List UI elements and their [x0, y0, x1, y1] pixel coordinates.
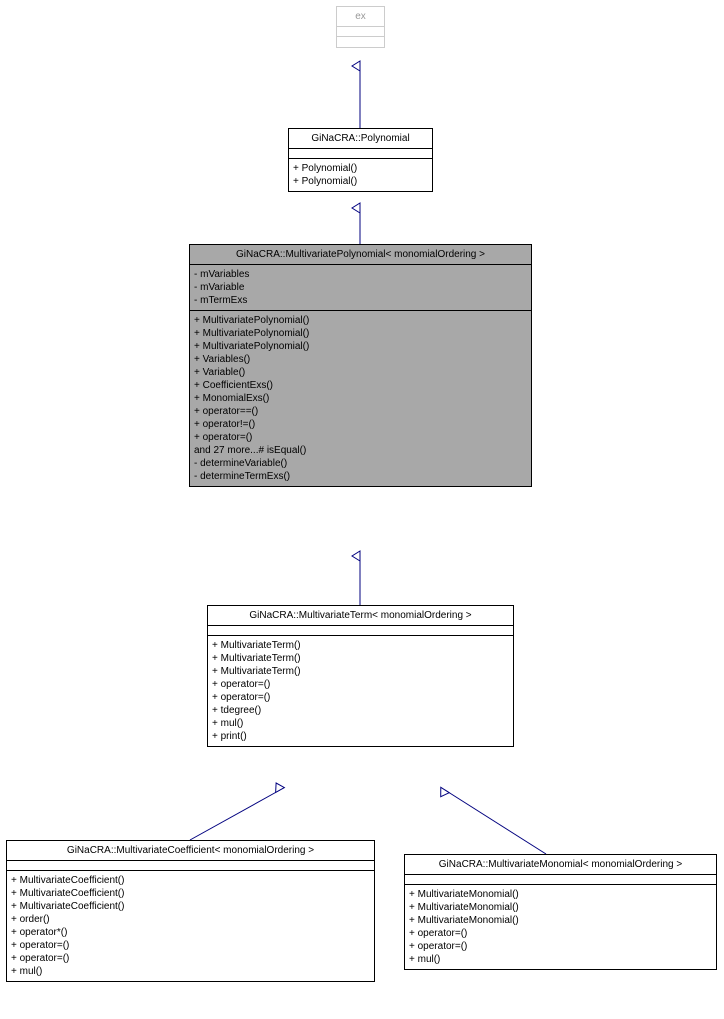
method: + MultivariateTerm(): [212, 665, 509, 678]
method: + MultivariateTerm(): [212, 652, 509, 665]
methods: + Polynomial() + Polynomial(): [289, 159, 432, 191]
method: + operator!=(): [194, 418, 527, 431]
method: + operator=(): [212, 678, 509, 691]
attrs-empty: [405, 875, 716, 885]
method: + Polynomial(): [293, 175, 428, 188]
class-title: GiNaCRA::MultivariateCoefficient< monomi…: [7, 841, 374, 861]
method: + MultivariatePolynomial(): [194, 314, 527, 327]
methods: + MultivariateTerm() + MultivariateTerm(…: [208, 636, 513, 746]
method: + MonomialExs(): [194, 392, 527, 405]
method: - determineTermExs(): [194, 470, 527, 483]
attr: - mVariable: [194, 281, 527, 294]
methods: + MultivariateMonomial() + MultivariateM…: [405, 885, 716, 969]
class-title: ex: [337, 7, 384, 27]
method: and 27 more...# isEqual(): [194, 444, 527, 457]
method: + MultivariateCoefficient(): [11, 887, 370, 900]
method: + operator==(): [194, 405, 527, 418]
method: + MultivariatePolynomial(): [194, 327, 527, 340]
method: + operator=(): [194, 431, 527, 444]
method: + print(): [212, 730, 509, 743]
class-multivariate-monomial[interactable]: GiNaCRA::MultivariateMonomial< monomialO…: [404, 854, 717, 970]
class-title: GiNaCRA::MultivariateMonomial< monomialO…: [405, 855, 716, 875]
method: + MultivariateCoefficient(): [11, 874, 370, 887]
attrs-empty: [7, 861, 374, 871]
attrs-empty: [208, 626, 513, 636]
method: + mul(): [409, 953, 712, 966]
method: + mul(): [212, 717, 509, 730]
method: + operator*(): [11, 926, 370, 939]
methods: + MultivariatePolynomial() + Multivariat…: [190, 311, 531, 486]
method: + Variables(): [194, 353, 527, 366]
class-title: GiNaCRA::MultivariateTerm< monomialOrder…: [208, 606, 513, 626]
method: + order(): [11, 913, 370, 926]
class-title: GiNaCRA::Polynomial: [289, 129, 432, 149]
method: + MultivariateMonomial(): [409, 888, 712, 901]
method: + MultivariateMonomial(): [409, 914, 712, 927]
attrs-empty: [337, 27, 384, 37]
class-multivariate-polynomial[interactable]: GiNaCRA::MultivariatePolynomial< monomia…: [189, 244, 532, 487]
attrs-empty: [289, 149, 432, 159]
method: + Variable(): [194, 366, 527, 379]
method: + operator=(): [212, 691, 509, 704]
class-multivariate-term[interactable]: GiNaCRA::MultivariateTerm< monomialOrder…: [207, 605, 514, 747]
methods-empty: [337, 37, 384, 47]
attrs: - mVariables - mVariable - mTermExs: [190, 265, 531, 311]
method: - determineVariable(): [194, 457, 527, 470]
method: + MultivariateMonomial(): [409, 901, 712, 914]
class-ex[interactable]: ex: [336, 6, 385, 48]
method: + MultivariatePolynomial(): [194, 340, 527, 353]
attr: - mVariables: [194, 268, 527, 281]
method: + tdegree(): [212, 704, 509, 717]
method: + operator=(): [409, 940, 712, 953]
method: + operator=(): [409, 927, 712, 940]
method: + CoefficientExs(): [194, 379, 527, 392]
methods: + MultivariateCoefficient() + Multivaria…: [7, 871, 374, 981]
attr: - mTermExs: [194, 294, 527, 307]
method: + MultivariateCoefficient(): [11, 900, 370, 913]
method: + operator=(): [11, 939, 370, 952]
class-polynomial[interactable]: GiNaCRA::Polynomial + Polynomial() + Pol…: [288, 128, 433, 192]
method: + Polynomial(): [293, 162, 428, 175]
class-title: GiNaCRA::MultivariatePolynomial< monomia…: [190, 245, 531, 265]
method: + operator=(): [11, 952, 370, 965]
class-multivariate-coefficient[interactable]: GiNaCRA::MultivariateCoefficient< monomi…: [6, 840, 375, 982]
method: + mul(): [11, 965, 370, 978]
method: + MultivariateTerm(): [212, 639, 509, 652]
